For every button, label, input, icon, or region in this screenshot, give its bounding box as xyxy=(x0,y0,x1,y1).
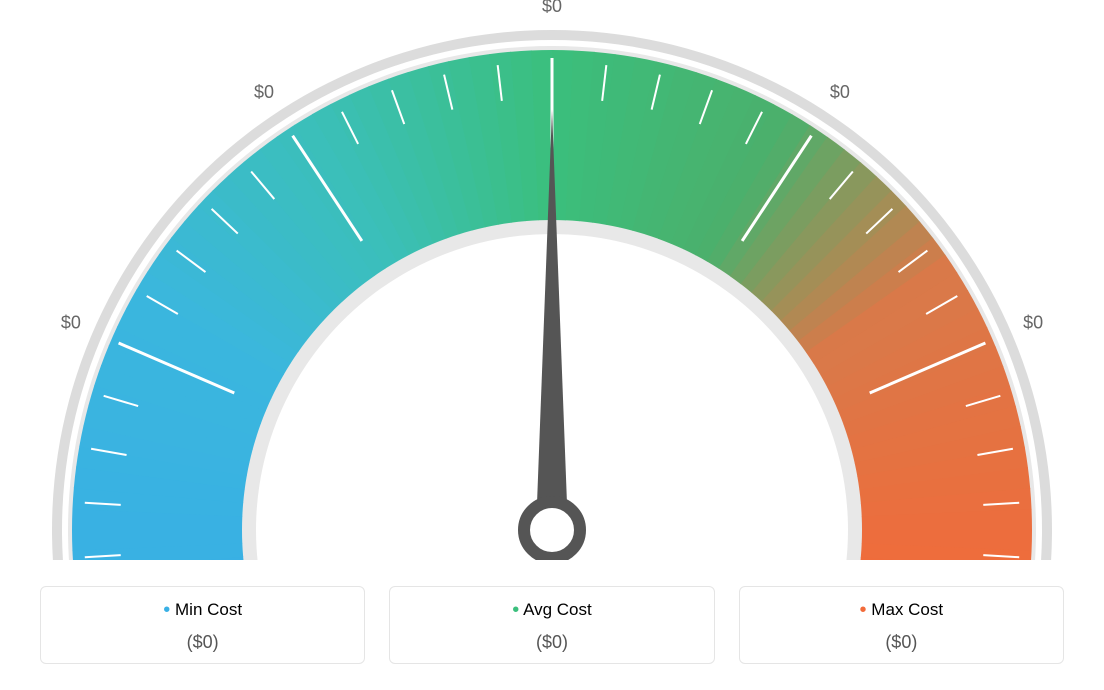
legend-row: • Min Cost ($0) • Avg Cost ($0) • Max Co… xyxy=(40,586,1064,664)
gauge-svg: $0$0$0$0$0$0$0 xyxy=(0,0,1104,560)
dot-icon: • xyxy=(860,599,867,621)
legend-max-value: ($0) xyxy=(740,632,1063,653)
legend-avg-label: Avg Cost xyxy=(523,600,592,619)
gauge-tick-label: $0 xyxy=(542,0,562,16)
legend-max-label: Max Cost xyxy=(871,600,943,619)
legend-min-label-row: • Min Cost xyxy=(41,599,364,622)
dot-icon: • xyxy=(163,599,170,621)
dot-icon: • xyxy=(512,599,519,621)
legend-max-label-row: • Max Cost xyxy=(740,599,1063,622)
gauge-area: $0$0$0$0$0$0$0 xyxy=(0,0,1104,560)
legend-card-avg: • Avg Cost ($0) xyxy=(389,586,714,664)
legend-min-value: ($0) xyxy=(41,632,364,653)
gauge-chart-container: $0$0$0$0$0$0$0 • Min Cost ($0) • Avg Cos… xyxy=(0,0,1104,690)
legend-avg-value: ($0) xyxy=(390,632,713,653)
gauge-tick-label: $0 xyxy=(254,82,274,102)
gauge-tick-label: $0 xyxy=(1023,312,1043,332)
gauge-tick-label: $0 xyxy=(830,82,850,102)
legend-avg-label-row: • Avg Cost xyxy=(390,599,713,622)
gauge-tick-label: $0 xyxy=(61,312,81,332)
legend-min-label: Min Cost xyxy=(175,600,242,619)
legend-card-max: • Max Cost ($0) xyxy=(739,586,1064,664)
legend-card-min: • Min Cost ($0) xyxy=(40,586,365,664)
